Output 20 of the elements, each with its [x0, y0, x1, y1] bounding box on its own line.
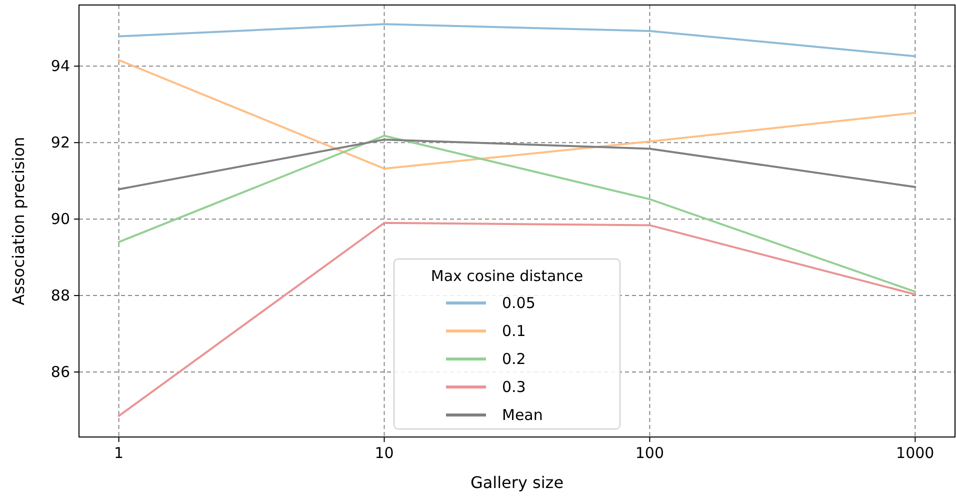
y-tick-label: 92	[50, 134, 70, 152]
line-series	[118, 59, 916, 170]
x-axis-title: Gallery size	[470, 473, 564, 492]
legend-label: 0.05	[502, 294, 536, 312]
x-tick-label: 1000	[896, 444, 934, 462]
y-axis-title: Association precision	[9, 136, 28, 306]
legend-label: 0.2	[502, 350, 526, 368]
y-tick-label: 90	[50, 210, 70, 228]
line-series	[118, 23, 916, 58]
legend-label: 0.1	[502, 322, 526, 340]
x-tick-label: 10	[374, 444, 394, 462]
legend-title: Max cosine distance	[430, 267, 584, 285]
x-tick-label: 100	[635, 444, 664, 462]
line-series	[118, 134, 916, 293]
y-tick-label: 94	[50, 57, 70, 76]
legend-label: 0.3	[502, 378, 526, 396]
y-tick-label: 86	[50, 363, 70, 382]
x-tick-label: 1	[114, 444, 124, 462]
y-tick-label: 88	[50, 286, 70, 305]
legend-label: Mean	[502, 406, 543, 424]
